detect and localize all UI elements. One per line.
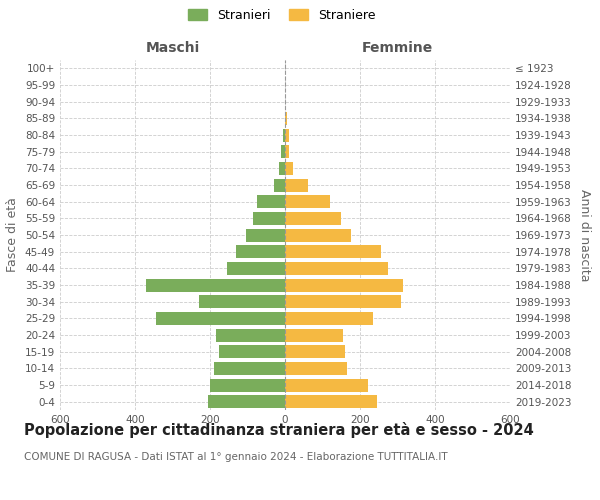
- Y-axis label: Fasce di età: Fasce di età: [7, 198, 19, 272]
- Bar: [227, 262, 285, 275]
- Bar: [285, 195, 330, 208]
- Bar: [285, 262, 388, 275]
- Bar: [280, 162, 285, 175]
- Text: COMUNE DI RAGUSA - Dati ISTAT al 1° gennaio 2024 - Elaborazione TUTTITALIA.IT: COMUNE DI RAGUSA - Dati ISTAT al 1° genn…: [24, 452, 448, 462]
- Bar: [285, 395, 377, 408]
- Bar: [285, 278, 403, 291]
- Y-axis label: Anni di nascita: Anni di nascita: [578, 188, 591, 281]
- Bar: [236, 245, 285, 258]
- Bar: [245, 228, 285, 241]
- Bar: [285, 128, 289, 141]
- Bar: [285, 112, 287, 125]
- Bar: [281, 145, 285, 158]
- Bar: [208, 395, 285, 408]
- Legend: Stranieri, Straniere: Stranieri, Straniere: [188, 8, 376, 22]
- Bar: [253, 212, 285, 225]
- Bar: [210, 378, 285, 392]
- Bar: [214, 362, 285, 375]
- Bar: [199, 295, 285, 308]
- Bar: [220, 345, 285, 358]
- Bar: [285, 145, 289, 158]
- Bar: [285, 312, 373, 325]
- Bar: [285, 178, 308, 192]
- Bar: [285, 345, 345, 358]
- Bar: [257, 195, 285, 208]
- Bar: [285, 212, 341, 225]
- Bar: [274, 178, 285, 192]
- Bar: [285, 162, 293, 175]
- Bar: [285, 362, 347, 375]
- Bar: [285, 328, 343, 342]
- Bar: [283, 128, 285, 141]
- Bar: [285, 245, 380, 258]
- Bar: [155, 312, 285, 325]
- Bar: [146, 278, 285, 291]
- Bar: [285, 378, 367, 392]
- Text: Popolazione per cittadinanza straniera per età e sesso - 2024: Popolazione per cittadinanza straniera p…: [24, 422, 534, 438]
- Bar: [215, 328, 285, 342]
- Bar: [285, 228, 350, 241]
- Bar: [285, 295, 401, 308]
